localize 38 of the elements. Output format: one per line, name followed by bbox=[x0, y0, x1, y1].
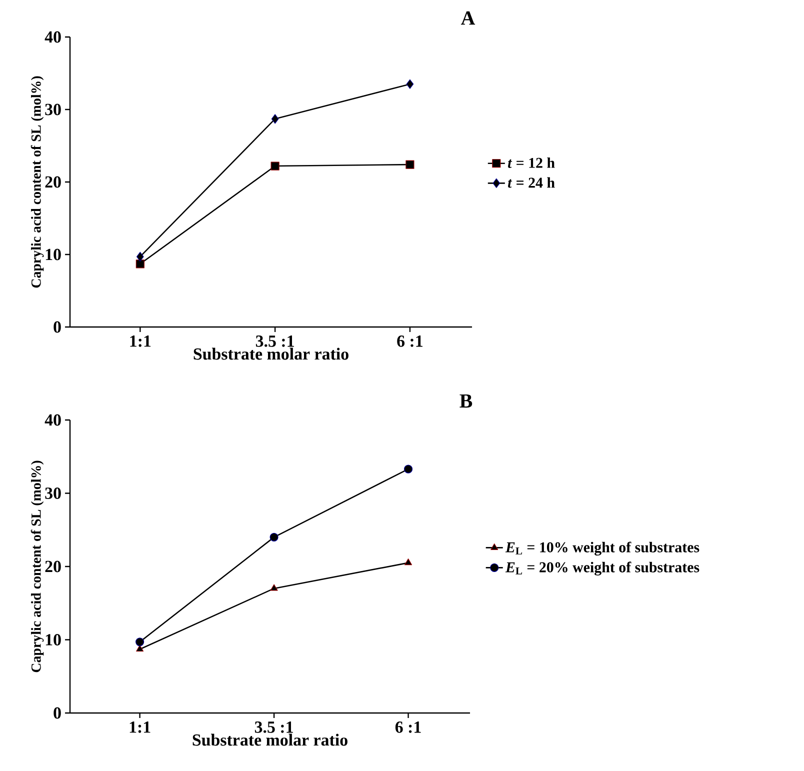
legend-label: t = 24 h bbox=[508, 177, 555, 188]
x-tick-label: 6 :1 bbox=[397, 335, 422, 347]
point bbox=[404, 558, 412, 566]
chart-title: A bbox=[460, 11, 476, 25]
point bbox=[136, 644, 144, 652]
x-axis-title: Substrate molar ratio bbox=[194, 348, 348, 360]
point bbox=[136, 252, 144, 262]
point bbox=[136, 638, 144, 646]
y-tick-label: 0 bbox=[54, 707, 61, 719]
point bbox=[271, 114, 279, 124]
x-tick-label: 3.5 :1 bbox=[254, 721, 293, 733]
y-axis-title: Caprylic acid content of SL (mol%) bbox=[30, 76, 44, 288]
legend-label: t = 12 h bbox=[508, 157, 555, 168]
point bbox=[406, 79, 414, 89]
legend-label: E$_{L}$ = 10% weight of substrates bbox=[505, 542, 700, 556]
y-tick-label: 30 bbox=[45, 104, 61, 116]
y-tick-label: 40 bbox=[44, 31, 61, 43]
x-tick-label: 1:1 bbox=[130, 721, 150, 733]
point bbox=[404, 464, 413, 474]
y-tick-label: 10 bbox=[46, 634, 61, 646]
y-tick-label: 20 bbox=[45, 560, 61, 572]
y-axis-title: Caprylic acid content of SL (mol%) bbox=[30, 460, 44, 672]
point bbox=[136, 260, 144, 268]
x-axis-title: Substrate molar ratio bbox=[192, 734, 348, 746]
legend-label: E$_{L}$ = 20% weight of substrates bbox=[505, 562, 700, 576]
point bbox=[270, 532, 278, 542]
point bbox=[270, 162, 280, 170]
y-tick-label: 30 bbox=[45, 488, 61, 499]
y-tick-label: 10 bbox=[46, 248, 61, 260]
y-tick-label: 0 bbox=[54, 321, 61, 333]
x-tick-label: 1:1 bbox=[130, 335, 151, 347]
x-tick-label: 3.5 :1 bbox=[256, 335, 294, 347]
point bbox=[406, 160, 414, 169]
x-tick-label: 6 :1 bbox=[395, 721, 421, 733]
y-tick-label: 20 bbox=[45, 176, 61, 188]
chart-title: B bbox=[460, 394, 472, 408]
point bbox=[270, 584, 278, 591]
y-tick-label: 40 bbox=[44, 414, 61, 426]
